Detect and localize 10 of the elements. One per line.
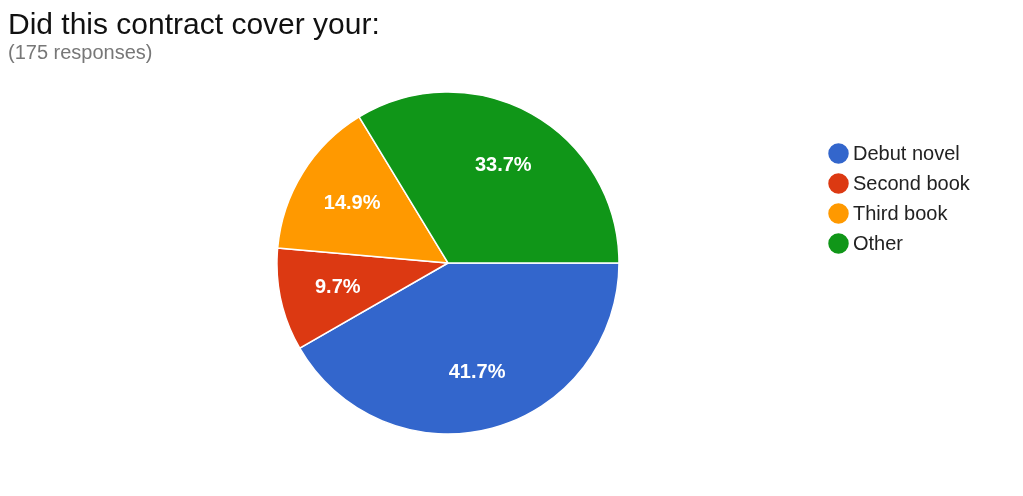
data-label: 33.7% [474,152,532,175]
legend-label: Debut novel [853,141,960,164]
data-label: 41.7% [448,360,506,383]
data-label: 9.7% [314,275,361,298]
legend-label: Third book [853,201,949,224]
text: (175 responses) [8,41,153,63]
data-label: 14.9% [323,191,381,214]
legend-label: Second book [853,171,971,194]
chart-title: Did this contract cover your: [8,7,380,40]
legend-label: Other [853,231,904,254]
